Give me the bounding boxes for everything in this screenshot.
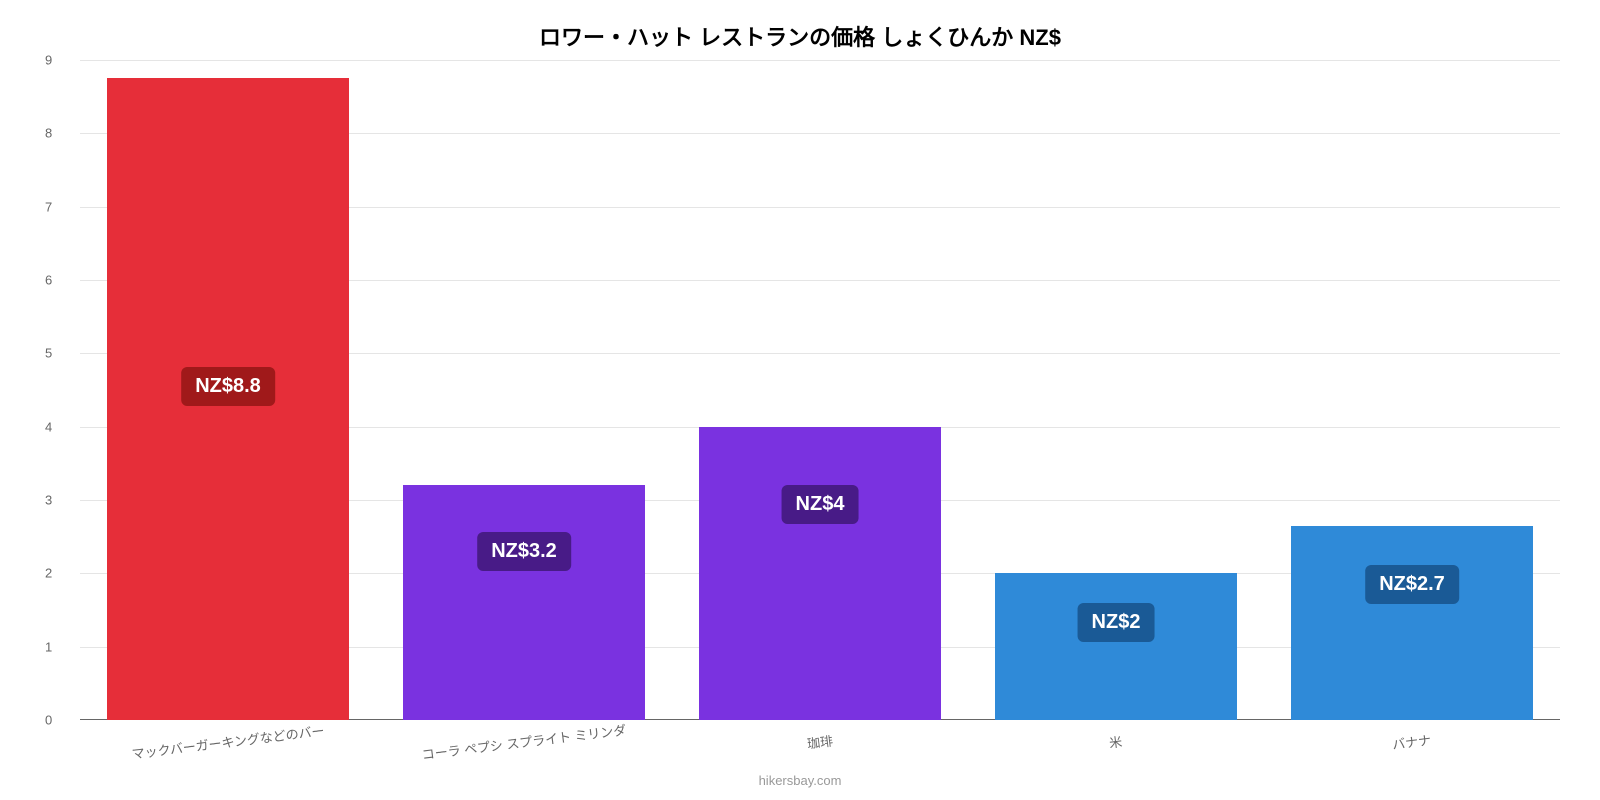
- bar: NZ$3.2: [403, 485, 646, 720]
- bar: NZ$8.8: [107, 78, 350, 720]
- x-axis-label: 珈琲: [806, 730, 834, 752]
- bar: NZ$4: [699, 427, 942, 720]
- bar-value-label: NZ$2: [1078, 603, 1155, 642]
- bar-group: NZ$2米: [968, 60, 1264, 720]
- bar-value-label: NZ$8.8: [181, 367, 275, 406]
- y-tick-label: 4: [45, 419, 52, 434]
- y-tick-label: 7: [45, 199, 52, 214]
- x-axis-label: マックバーガーキングなどのバー: [131, 720, 326, 762]
- y-tick-label: 3: [45, 493, 52, 508]
- chart-title: ロワー・ハット レストランの価格 しょくひんか NZ$: [0, 0, 1600, 52]
- x-axis-label: 米: [1108, 731, 1123, 751]
- bar-value-label: NZ$4: [782, 485, 859, 524]
- y-tick-label: 1: [45, 639, 52, 654]
- y-tick-label: 2: [45, 566, 52, 581]
- attribution: hikersbay.com: [759, 773, 842, 788]
- x-axis-label: コーラ ペプシ スプライト ミリンダ: [421, 720, 628, 764]
- y-tick-label: 8: [45, 126, 52, 141]
- chart-container: ロワー・ハット レストランの価格 しょくひんか NZ$ 0 1 2 3 4 5 6 7 8 9 N…: [0, 0, 1600, 800]
- y-tick-label: 9: [45, 53, 52, 68]
- x-axis-label: バナナ: [1391, 730, 1432, 754]
- bar-group: NZ$8.8マックバーガーキングなどのバー: [80, 60, 376, 720]
- y-tick-label: 0: [45, 713, 52, 728]
- bar-group: NZ$2.7バナナ: [1264, 60, 1560, 720]
- bar-group: NZ$4珈琲: [672, 60, 968, 720]
- bar: NZ$2: [995, 573, 1238, 720]
- plot-area: 0123456789 NZ$8.8マックバーガーキングなどのバーNZ$3.2コー…: [80, 60, 1560, 720]
- y-tick-label: 6: [45, 273, 52, 288]
- bar-value-label: NZ$2.7: [1365, 565, 1459, 604]
- bar-value-label: NZ$3.2: [477, 532, 571, 571]
- y-tick-label: 5: [45, 346, 52, 361]
- bars-area: NZ$8.8マックバーガーキングなどのバーNZ$3.2コーラ ペプシ スプライト…: [80, 60, 1560, 720]
- bar-group: NZ$3.2コーラ ペプシ スプライト ミリンダ: [376, 60, 672, 720]
- bar: NZ$2.7: [1291, 526, 1534, 720]
